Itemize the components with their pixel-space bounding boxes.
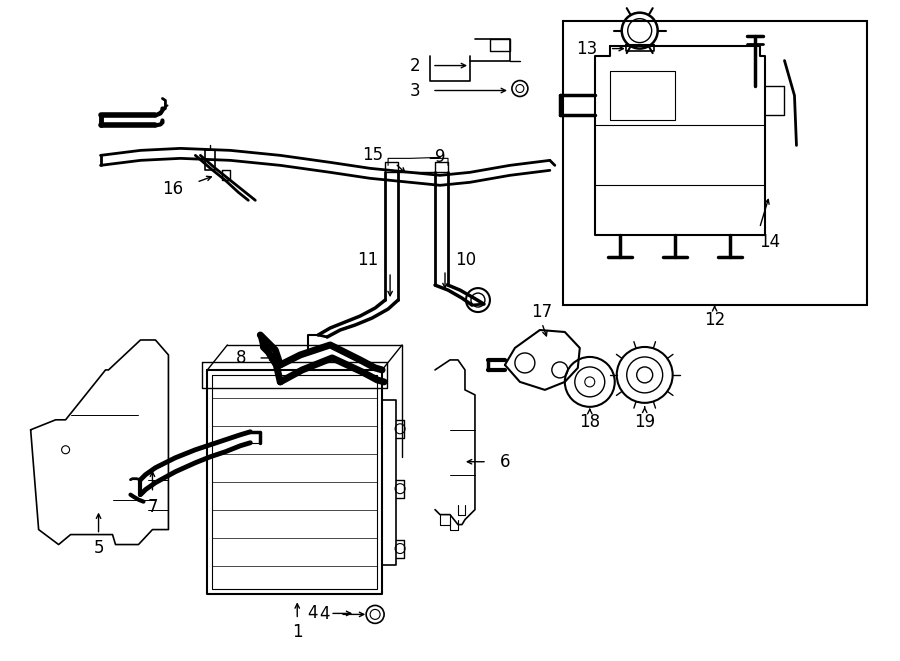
Text: 15: 15 [362,146,383,165]
Text: 1: 1 [292,623,302,641]
Text: 2: 2 [410,57,420,75]
Text: 10: 10 [455,251,476,269]
Text: 17: 17 [531,303,553,321]
Text: 12: 12 [704,311,725,329]
Text: 4: 4 [320,605,330,623]
Text: 3: 3 [410,81,420,100]
Text: 7: 7 [148,498,157,516]
Text: 19: 19 [634,413,655,431]
Text: 8: 8 [236,349,247,367]
Text: 6: 6 [500,453,510,471]
Text: 16: 16 [162,180,184,198]
Text: 4: 4 [308,604,319,623]
Text: 13: 13 [577,40,598,58]
Text: 18: 18 [580,413,600,431]
Text: 14: 14 [759,233,780,251]
Text: 9: 9 [435,148,446,167]
Text: 11: 11 [357,251,378,269]
Text: 5: 5 [94,539,104,557]
Bar [562,20,868,305]
